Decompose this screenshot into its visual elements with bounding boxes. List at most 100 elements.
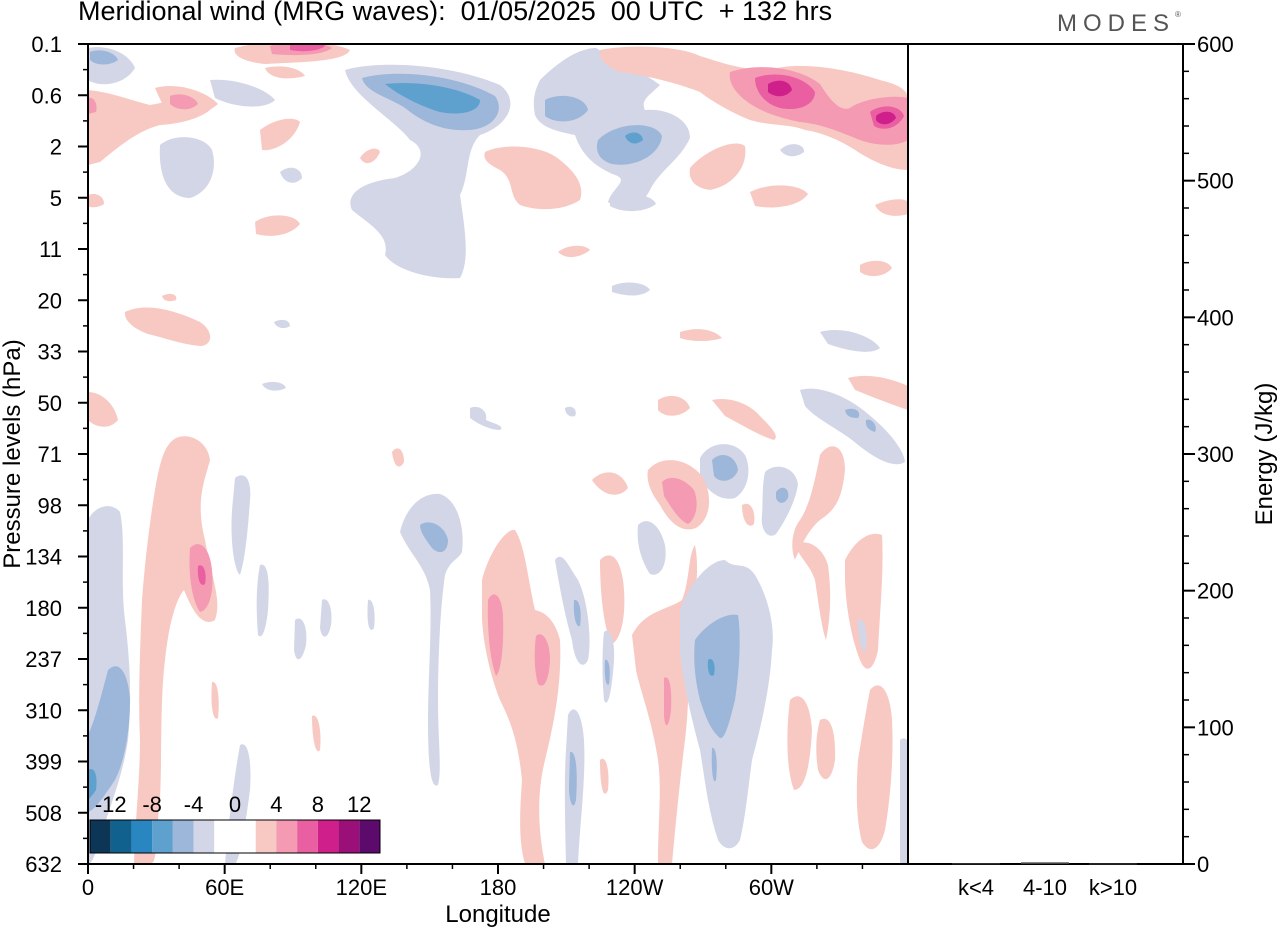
contour-region <box>787 696 812 790</box>
colorbar-swatch <box>110 820 132 853</box>
pressure-axis: 0.1 0.6 2 5 11 20 33 50 71 98 134 180 237 310 399 508 63… <box>25 32 88 877</box>
contour-region <box>776 487 789 503</box>
colorbar-swatch <box>193 820 215 853</box>
contour-region <box>795 542 831 640</box>
contour-region <box>592 472 628 495</box>
contour-region <box>320 599 332 637</box>
contour-region <box>712 455 738 481</box>
energy-axis-title: Energy (J/kg) <box>1251 383 1278 526</box>
colorbar-label: -12 <box>95 792 127 817</box>
colorbar-label: 12 <box>347 792 371 817</box>
contour-region <box>600 758 609 794</box>
registered-mark: ® <box>1175 10 1181 19</box>
contour-region <box>231 475 251 575</box>
contour-region <box>845 408 860 418</box>
contour-region <box>367 599 375 630</box>
colorbar-swatch <box>214 820 235 853</box>
y-tick-label: 50 <box>38 391 62 416</box>
contour-region <box>420 522 448 553</box>
contour-region <box>800 388 905 465</box>
y-tick-label: 180 <box>25 596 62 621</box>
energy-tick-label: 400 <box>1197 305 1234 330</box>
modes-logo: MODES® <box>1057 10 1181 38</box>
contour-region <box>256 564 269 637</box>
contour-region <box>876 111 896 125</box>
contour-region <box>565 406 576 417</box>
colorbar-swatch <box>276 820 298 853</box>
contour-region <box>88 194 104 208</box>
contour-region <box>88 768 97 800</box>
x-tick-label: 60W <box>749 875 794 900</box>
contour-region <box>312 715 321 752</box>
colorbar-border <box>89 819 381 854</box>
brand-text: MODES <box>1057 10 1176 37</box>
contour-region <box>534 634 550 686</box>
contour-region <box>170 94 198 110</box>
contour-region <box>845 533 883 669</box>
colorbar-swatch <box>359 820 380 853</box>
contour-region <box>124 307 211 346</box>
contour-region <box>262 381 286 391</box>
contour-region <box>820 329 880 352</box>
contour-region <box>294 618 307 660</box>
y-tick-label: 71 <box>38 442 62 467</box>
contour-region <box>159 137 214 198</box>
contour-region <box>680 329 722 341</box>
y-axis-title: Pressure levels (hPa) <box>0 339 26 568</box>
colorbar-swatch <box>255 820 277 853</box>
contour-region <box>858 619 867 652</box>
contour-region <box>792 446 845 560</box>
energy-bar <box>1089 863 1137 865</box>
colorbar-swatch <box>172 820 194 853</box>
contour-field <box>88 44 908 864</box>
y-tick-label: 310 <box>25 698 62 723</box>
contour-region <box>162 293 177 302</box>
x-tick-label: 120W <box>606 875 664 900</box>
contour-region <box>860 260 892 277</box>
colorbar-swatch <box>235 820 256 853</box>
y-tick-label: 0.1 <box>31 32 62 57</box>
energy-panel: 0 100 200 300 400 500 600 k<4 4-10 k>10 <box>907 32 1234 900</box>
contour-region <box>742 503 755 526</box>
contour-region <box>360 148 380 164</box>
contour-region <box>385 82 480 114</box>
contour-region <box>88 97 97 114</box>
x-tick-label: 60E <box>205 875 244 900</box>
y-tick-label: 98 <box>38 493 62 518</box>
contour-region <box>662 477 697 524</box>
contour-region <box>487 594 504 676</box>
contour-region <box>470 406 502 430</box>
contour-region <box>255 215 300 236</box>
contour-region <box>712 398 776 440</box>
contour-region <box>197 565 206 585</box>
contour-region <box>604 659 610 685</box>
energy-tick-label: 100 <box>1197 715 1234 740</box>
energy-tick-label: 600 <box>1197 32 1234 57</box>
energy-bar <box>952 863 1000 865</box>
contour-region <box>865 419 876 432</box>
energy-category-label: 4-10 <box>1023 875 1067 900</box>
contour-region <box>134 436 218 864</box>
colorbar-swatch <box>297 820 318 853</box>
contour-region <box>400 493 463 786</box>
energy-tick-label: 300 <box>1197 442 1234 467</box>
x-tick-label: 0 <box>82 875 94 900</box>
y-tick-label: 11 <box>39 237 62 262</box>
y-tick-label: 508 <box>25 801 62 826</box>
colorbar-label: 0 <box>229 792 241 817</box>
contour-region <box>484 146 582 210</box>
colorbar-swatch <box>152 820 173 853</box>
energy-tick-label: 200 <box>1197 579 1234 604</box>
colorbar-label: -8 <box>142 792 162 817</box>
x-tick-label: 120E <box>336 875 387 900</box>
energy-tick-label: 500 <box>1197 169 1234 194</box>
y-tick-label: 2 <box>50 135 62 160</box>
contour-region <box>88 666 130 812</box>
energy-bars <box>952 862 1137 865</box>
contour-region <box>610 195 656 212</box>
energy-bar <box>1021 862 1069 864</box>
contour-region <box>600 555 625 644</box>
contour-region <box>848 375 908 410</box>
contour-region <box>482 529 561 864</box>
contour-region <box>211 681 219 719</box>
